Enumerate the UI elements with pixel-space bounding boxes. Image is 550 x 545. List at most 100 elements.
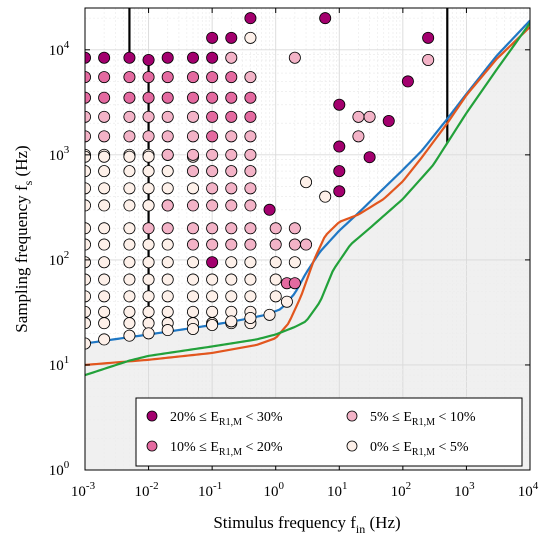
data-point-series-2 (225, 91, 238, 104)
data-point-series-4 (98, 333, 111, 346)
data-point-series-3 (98, 110, 111, 123)
data-point-series-4 (123, 256, 136, 269)
data-point-series-1 (333, 185, 346, 198)
data-point-series-4 (98, 222, 111, 235)
data-point-series-4 (288, 256, 301, 269)
shaded-region (85, 20, 530, 470)
y-tick-label: 104 (49, 39, 70, 59)
data-point-series-2 (206, 130, 219, 143)
data-point-series-4 (319, 190, 332, 203)
curves (85, 19, 530, 377)
data-point-series-1 (333, 165, 346, 178)
data-point-series-4 (142, 273, 155, 286)
data-point-series-2 (187, 71, 200, 84)
data-point-series-4 (142, 290, 155, 303)
x-tick-label: 104 (518, 480, 539, 500)
data-point-series-2 (98, 91, 111, 104)
data-point-series-3 (161, 148, 174, 161)
data-point-series-1 (333, 98, 346, 111)
data-point-series-2 (206, 91, 219, 104)
axis-ticks: 10-3 10-2 10-1 100 101 102 103 104 100 101 102 103 1… (49, 8, 539, 500)
data-point-series-3 (244, 182, 257, 195)
data-point-series-3 (225, 222, 238, 235)
data-point-series-4 (161, 165, 174, 178)
x-tick-label: 10-2 (134, 480, 158, 500)
data-point-series-3 (244, 238, 257, 251)
data-point-series-3 (98, 130, 111, 143)
data-point-series-3 (225, 51, 238, 64)
data-point-series-3 (206, 238, 219, 251)
curve-1 (85, 19, 530, 345)
data-point-series-4 (263, 308, 276, 321)
data-point-series-4 (269, 256, 282, 269)
data-point-series-3 (225, 165, 238, 178)
data-point-series-3 (244, 148, 257, 161)
data-point-series-3 (187, 110, 200, 123)
data-point-series-3 (288, 222, 301, 235)
data-point-series-4 (187, 290, 200, 303)
data-point-series-3 (244, 130, 257, 143)
data-point-series-4 (206, 319, 219, 332)
data-point-series-2 (161, 91, 174, 104)
data-point-series-3 (187, 130, 200, 143)
plot-frame (84, 7, 531, 471)
data-point-series-4 (123, 222, 136, 235)
data-point-series-4 (98, 317, 111, 330)
data-point-series-3 (269, 238, 282, 251)
data-point-series-4 (123, 290, 136, 303)
data-point-series-4 (225, 256, 238, 269)
legend-label-series-1: 20% ≤ ER1,M < 30% (170, 410, 283, 428)
shaded-area (85, 20, 530, 470)
data-point-series-3 (142, 110, 155, 123)
data-point-series-3 (352, 130, 365, 143)
data-point-series-3 (244, 71, 257, 84)
data-point-series-3 (206, 148, 219, 161)
legend-box (135, 397, 523, 467)
data-point-series-1 (422, 31, 435, 44)
data-point-series-3 (225, 130, 238, 143)
x-tick-label: 103 (454, 480, 475, 500)
legend-marker-series-2 (146, 440, 158, 452)
y-tick-label: 102 (49, 249, 70, 269)
data-point-series-3 (288, 238, 301, 251)
legend-label-series-3: 5% ≤ ER1,M < 10% (370, 410, 476, 428)
data-points (85, 12, 435, 350)
data-point-series-4 (225, 290, 238, 303)
data-point-series-3 (225, 199, 238, 212)
data-point-series-4 (187, 322, 200, 335)
data-point-series-3 (206, 222, 219, 235)
data-point-series-4 (161, 324, 174, 337)
data-point-series-4 (161, 238, 174, 251)
data-point-series-1 (187, 51, 200, 64)
data-point-series-3 (187, 238, 200, 251)
data-point-series-4 (161, 182, 174, 195)
data-point-series-4 (98, 165, 111, 178)
x-tick-label: 10-3 (71, 480, 96, 500)
data-point-series-3 (161, 222, 174, 235)
data-point-series-1 (206, 51, 219, 64)
data-point-series-3 (142, 130, 155, 143)
data-point-series-3 (244, 222, 257, 235)
data-point-series-2 (225, 110, 238, 123)
data-point-series-2 (142, 91, 155, 104)
data-point-series-1 (401, 75, 414, 88)
data-point-series-4 (225, 315, 238, 328)
x-tick-label: 102 (391, 480, 412, 500)
y-tick-label: 101 (49, 354, 70, 374)
data-point-series-4 (123, 238, 136, 251)
data-point-series-2 (225, 71, 238, 84)
data-point-series-4 (161, 273, 174, 286)
y-tick-label: 103 (49, 144, 70, 164)
data-point-series-3 (244, 165, 257, 178)
data-point-series-4 (123, 273, 136, 286)
data-point-series-1 (363, 151, 376, 164)
data-point-series-3 (225, 182, 238, 195)
data-point-series-4 (142, 165, 155, 178)
data-point-series-4 (98, 273, 111, 286)
data-point-series-2 (206, 110, 219, 123)
data-point-series-1 (382, 115, 395, 128)
data-point-series-2 (206, 71, 219, 84)
data-point-series-4 (244, 290, 257, 303)
legend-marker-series-3 (346, 410, 358, 422)
